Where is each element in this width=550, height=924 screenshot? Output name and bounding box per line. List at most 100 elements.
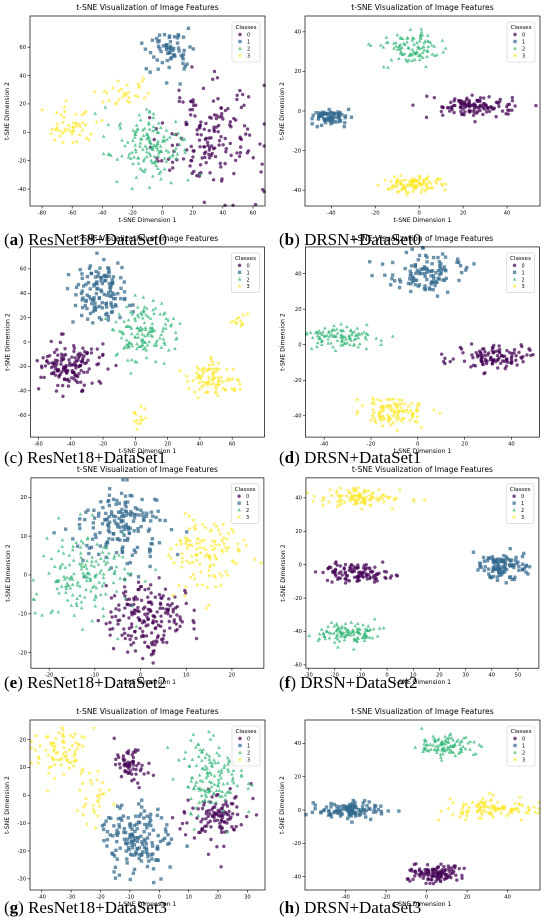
data-point-class-3 <box>48 131 54 136</box>
data-point-class-1 <box>91 321 95 325</box>
data-point-class-3 <box>500 804 505 809</box>
data-point-class-1 <box>414 271 418 275</box>
data-point-class-0 <box>45 354 50 359</box>
data-point-class-0 <box>66 384 71 388</box>
data-point-class-0 <box>130 779 134 783</box>
data-point-class-0 <box>78 363 83 368</box>
data-point-class-1 <box>507 575 512 580</box>
data-point-class-0 <box>457 866 461 871</box>
data-point-class-3 <box>398 405 403 410</box>
data-point-class-2 <box>141 159 146 163</box>
data-point-class-2 <box>123 143 127 148</box>
data-point-class-3 <box>437 410 443 416</box>
data-point-class-3 <box>75 746 80 751</box>
data-point-class-3 <box>68 129 73 134</box>
data-point-class-1 <box>135 827 139 831</box>
data-point-class-1 <box>353 814 358 818</box>
data-point-class-2 <box>447 735 451 740</box>
data-point-class-0 <box>139 634 144 639</box>
data-point-class-3 <box>168 546 173 551</box>
data-point-class-1 <box>151 828 156 832</box>
data-point-class-2 <box>332 323 336 328</box>
data-point-class-2 <box>356 332 361 336</box>
data-point-class-0 <box>172 620 176 624</box>
data-point-class-0 <box>203 155 207 160</box>
data-point-class-3 <box>50 755 55 760</box>
data-point-class-0 <box>158 606 162 610</box>
data-point-class-2 <box>450 749 454 753</box>
data-point-class-0 <box>192 149 196 153</box>
data-point-class-3 <box>383 404 388 409</box>
data-point-class-3 <box>397 487 403 492</box>
data-point-class-0 <box>62 377 67 381</box>
data-point-class-2 <box>142 320 147 325</box>
data-point-class-2 <box>67 562 72 567</box>
data-point-class-2 <box>366 624 371 628</box>
data-point-class-3 <box>334 488 339 493</box>
data-point-class-0 <box>355 566 360 570</box>
data-point-class-0 <box>414 862 418 866</box>
data-point-class-0 <box>143 612 147 616</box>
data-point-class-1 <box>104 511 108 516</box>
data-point-class-3 <box>114 100 119 105</box>
data-point-class-2 <box>130 186 135 191</box>
data-point-class-0 <box>134 767 138 772</box>
x-tick-label: -30 <box>304 673 312 679</box>
data-point-class-3 <box>229 386 235 391</box>
data-point-class-2 <box>309 346 314 351</box>
data-point-class-0 <box>411 877 415 882</box>
data-point-class-1 <box>92 508 96 513</box>
data-point-class-0 <box>212 69 217 74</box>
data-point-class-0 <box>231 203 235 207</box>
data-point-class-3 <box>381 413 386 419</box>
data-point-class-2 <box>418 35 423 39</box>
data-point-class-0 <box>490 107 495 111</box>
data-point-class-1 <box>524 570 528 574</box>
data-point-class-2 <box>223 797 227 802</box>
data-point-class-1 <box>488 574 492 579</box>
data-point-class-3 <box>410 178 415 183</box>
data-point-class-2 <box>152 311 156 316</box>
data-point-class-2 <box>80 561 85 565</box>
data-point-class-2 <box>334 621 339 626</box>
data-point-class-1 <box>423 284 427 288</box>
data-point-class-1 <box>137 814 142 819</box>
data-point-class-2 <box>323 636 328 641</box>
data-point-class-0 <box>59 356 64 360</box>
data-point-class-0 <box>468 103 472 108</box>
data-point-class-2 <box>56 609 61 614</box>
data-point-class-2 <box>129 326 134 330</box>
data-point-class-2 <box>78 512 83 516</box>
data-point-class-0 <box>134 636 138 640</box>
data-point-class-1 <box>144 514 149 518</box>
data-point-class-3 <box>310 498 316 503</box>
data-point-class-3 <box>80 781 85 786</box>
data-point-class-0 <box>101 342 105 346</box>
data-point-class-3 <box>470 800 475 805</box>
data-point-class-2 <box>182 147 187 152</box>
data-point-class-1 <box>136 820 141 824</box>
data-point-class-2 <box>219 770 224 774</box>
data-point-class-0 <box>519 355 523 360</box>
data-point-class-1 <box>99 500 103 504</box>
data-point-class-3 <box>418 190 424 195</box>
data-point-class-0 <box>450 107 454 112</box>
data-point-class-1 <box>413 283 418 287</box>
data-point-class-1 <box>156 509 160 513</box>
data-point-class-2 <box>144 348 149 352</box>
data-point-class-0 <box>167 168 172 172</box>
data-point-class-0 <box>260 162 264 166</box>
data-point-class-1 <box>148 564 152 569</box>
data-point-class-3 <box>335 499 340 504</box>
data-point-class-3 <box>189 553 194 558</box>
data-point-class-1 <box>367 800 371 804</box>
data-point-class-0 <box>74 366 78 370</box>
data-point-class-1 <box>494 558 499 563</box>
data-point-class-1 <box>79 313 84 318</box>
data-point-class-3 <box>526 807 532 812</box>
x-tick-label: 20 <box>460 211 467 217</box>
data-point-class-3 <box>80 766 85 771</box>
data-point-class-3 <box>431 407 437 412</box>
data-point-class-0 <box>178 624 182 629</box>
